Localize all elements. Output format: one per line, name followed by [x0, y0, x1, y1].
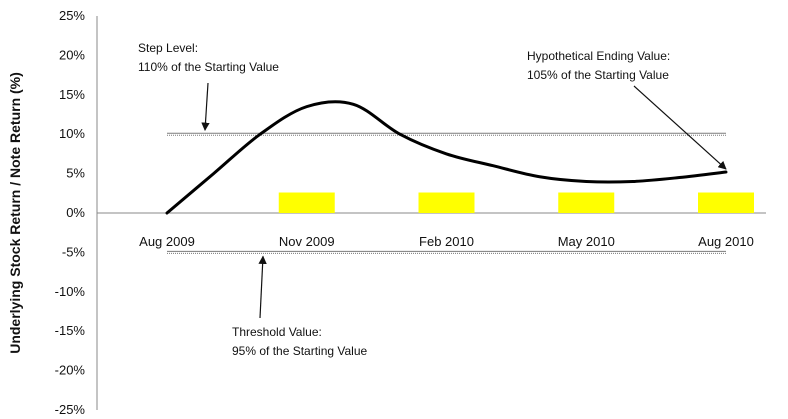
annotation-text: Hypothetical Ending Value: [527, 49, 670, 63]
annotations: Step Level: 110% of the Starting Value Hyp… [138, 41, 727, 358]
y-tick-label: -10% [55, 284, 86, 299]
y-tick-labels: 25% 20% 15% 10% 5% 0% -5% -10% -15% -20% -25% [55, 8, 86, 417]
annotation-text: 95% of the Starting Value [232, 344, 368, 358]
y-tick-label: 0% [66, 205, 85, 220]
y-tick-label: 25% [59, 8, 85, 23]
series-line [165, 100, 728, 215]
y-axis-label: Underlying Stock Return / Note Return (%… [7, 72, 23, 354]
coupon-bar [278, 192, 335, 213]
annotation-arrow [258, 255, 267, 319]
annotation-arrow [201, 82, 210, 132]
annotation-text: 105% of the Starting Value [527, 68, 669, 82]
x-tick-labels: Aug 2009 Nov 2009 Feb 2010 May 2010 Aug 2010 [139, 234, 754, 249]
series-lines [165, 100, 728, 215]
annotation-text: Step Level: [138, 41, 198, 55]
coupon-bar [698, 192, 754, 213]
y-tick-label: -20% [55, 363, 86, 378]
x-tick-label: Aug 2010 [698, 234, 754, 249]
y-tick-label: -5% [62, 244, 86, 259]
annotation-text: 110% of the Starting Value [138, 60, 279, 74]
coupon-bar [418, 192, 475, 213]
y-tick-label: 20% [59, 47, 85, 62]
y-tick-label: -25% [55, 402, 86, 417]
annotation-text: Threshold Value: [232, 325, 322, 339]
x-tick-label: Nov 2009 [279, 234, 335, 249]
y-tick-label: 15% [59, 87, 85, 102]
y-tick-label: 5% [66, 166, 85, 181]
y-tick-label: 10% [59, 126, 85, 141]
x-tick-label: Feb 2010 [419, 234, 474, 249]
y-tick-label: -15% [55, 323, 86, 338]
coupon-bar [558, 192, 615, 213]
x-tick-label: Aug 2009 [139, 234, 195, 249]
coupon-bars [278, 192, 754, 213]
x-tick-label: May 2010 [558, 234, 615, 249]
annotation-arrow [633, 85, 727, 170]
